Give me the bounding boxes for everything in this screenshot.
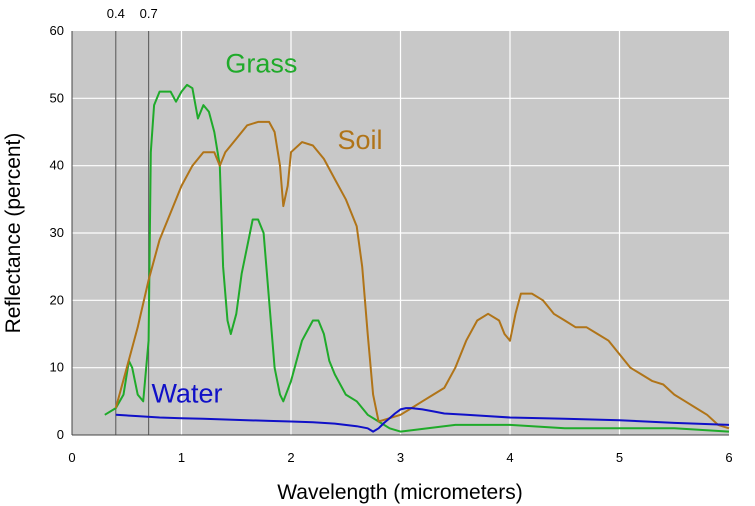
reference-line-label: 0.7 — [140, 6, 158, 21]
series-line-grass — [104, 83, 730, 433]
y-tick-label: 20 — [50, 292, 64, 307]
series-label-grass: Grass — [225, 49, 297, 79]
x-tick-label: 6 — [725, 450, 732, 465]
x-tick-label: 2 — [287, 450, 294, 465]
y-tick-label: 40 — [50, 158, 64, 173]
x-axis-title: Wavelength (micrometers) — [277, 481, 522, 504]
series-line-soil — [114, 120, 730, 430]
x-tick-label: 5 — [616, 450, 623, 465]
y-tick-label: 60 — [50, 23, 64, 38]
y-tick-label: 10 — [50, 360, 64, 375]
x-tick-label: 3 — [397, 450, 404, 465]
series-labels: Grass Soil Water — [151, 49, 382, 409]
x-tick-labels: 0 1 2 3 4 5 6 — [68, 450, 732, 465]
y-axis-title: Reflectance (percent) — [2, 133, 25, 334]
y-tick-label: 50 — [50, 90, 64, 105]
grid-lines — [72, 31, 729, 435]
y-tick-label: 30 — [50, 225, 64, 240]
reference-lines: 0.4 0.7 — [107, 6, 158, 435]
x-tick-label: 4 — [506, 450, 513, 465]
x-tick-label: 0 — [68, 450, 75, 465]
y-tick-labels: 0 10 20 30 40 50 60 — [50, 23, 64, 442]
y-tick-label: 0 — [57, 427, 64, 442]
reference-line-label: 0.4 — [107, 6, 125, 21]
series-lines — [104, 83, 730, 433]
x-tick-label: 1 — [178, 450, 185, 465]
series-line-water — [115, 407, 730, 433]
axes — [71, 31, 729, 436]
series-label-water: Water — [151, 379, 222, 409]
series-label-soil: Soil — [337, 125, 382, 155]
